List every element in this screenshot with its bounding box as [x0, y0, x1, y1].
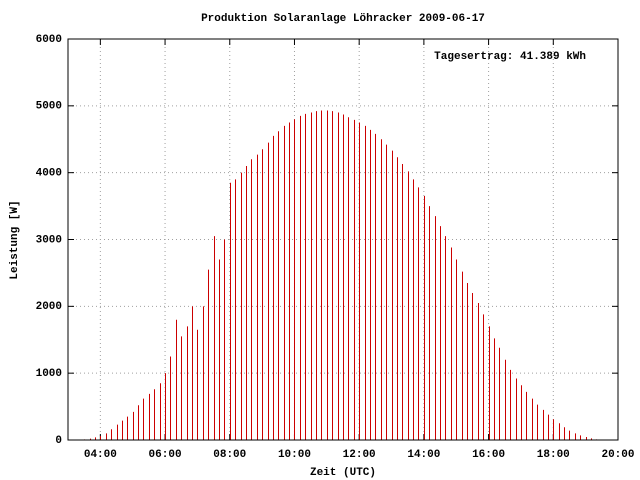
- annotation: Tagesertrag: 41.389 kWh: [434, 51, 586, 63]
- chart-title: Produktion Solaranlage Löhracker 2009-06…: [201, 13, 485, 25]
- x-tick-label: 14:00: [407, 449, 440, 461]
- x-tick-label: 20:00: [601, 449, 634, 461]
- y-tick-label: 3000: [36, 234, 62, 246]
- x-tick-label: 06:00: [149, 449, 182, 461]
- x-tick-label: 18:00: [537, 449, 570, 461]
- y-axis-label: Leistung [W]: [9, 200, 21, 279]
- y-tick-label: 4000: [36, 168, 62, 180]
- x-tick-label: 10:00: [278, 449, 311, 461]
- x-tick-label: 12:00: [343, 449, 376, 461]
- y-tick-label: 5000: [36, 101, 62, 113]
- x-tick-label: 16:00: [472, 449, 505, 461]
- plot-border: [67, 38, 619, 441]
- x-axis-label: Zeit (UTC): [310, 467, 376, 479]
- y-tick-label: 2000: [36, 301, 62, 313]
- y-tick-label: 1000: [36, 368, 62, 380]
- x-tick-label: 04:00: [84, 449, 117, 461]
- x-tick-label: 08:00: [213, 449, 246, 461]
- y-tick-label: 0: [55, 435, 62, 447]
- y-tick-label: 6000: [36, 34, 62, 46]
